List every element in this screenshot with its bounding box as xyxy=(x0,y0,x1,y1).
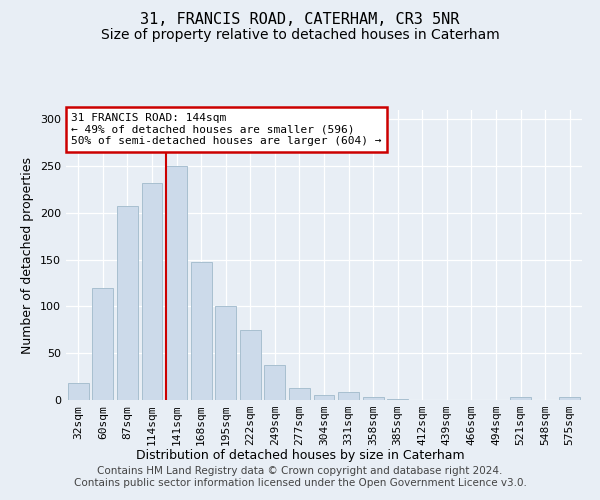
Text: Size of property relative to detached houses in Caterham: Size of property relative to detached ho… xyxy=(101,28,499,42)
Bar xyxy=(215,306,236,400)
Bar xyxy=(314,396,334,400)
Bar xyxy=(289,388,310,400)
Y-axis label: Number of detached properties: Number of detached properties xyxy=(22,156,34,354)
Bar xyxy=(68,383,89,400)
Bar xyxy=(338,392,359,400)
Bar xyxy=(166,166,187,400)
Bar xyxy=(240,330,261,400)
Bar xyxy=(362,397,383,400)
Bar xyxy=(265,366,286,400)
Bar xyxy=(191,262,212,400)
Bar xyxy=(559,397,580,400)
Bar xyxy=(510,397,531,400)
Bar xyxy=(387,399,408,400)
Bar xyxy=(92,288,113,400)
Text: 31, FRANCIS ROAD, CATERHAM, CR3 5NR: 31, FRANCIS ROAD, CATERHAM, CR3 5NR xyxy=(140,12,460,28)
Bar xyxy=(117,206,138,400)
Text: Distribution of detached houses by size in Caterham: Distribution of detached houses by size … xyxy=(136,448,464,462)
Text: 31 FRANCIS ROAD: 144sqm
← 49% of detached houses are smaller (596)
50% of semi-d: 31 FRANCIS ROAD: 144sqm ← 49% of detache… xyxy=(71,113,382,146)
Bar xyxy=(142,183,163,400)
Text: Contains HM Land Registry data © Crown copyright and database right 2024.
Contai: Contains HM Land Registry data © Crown c… xyxy=(74,466,526,487)
